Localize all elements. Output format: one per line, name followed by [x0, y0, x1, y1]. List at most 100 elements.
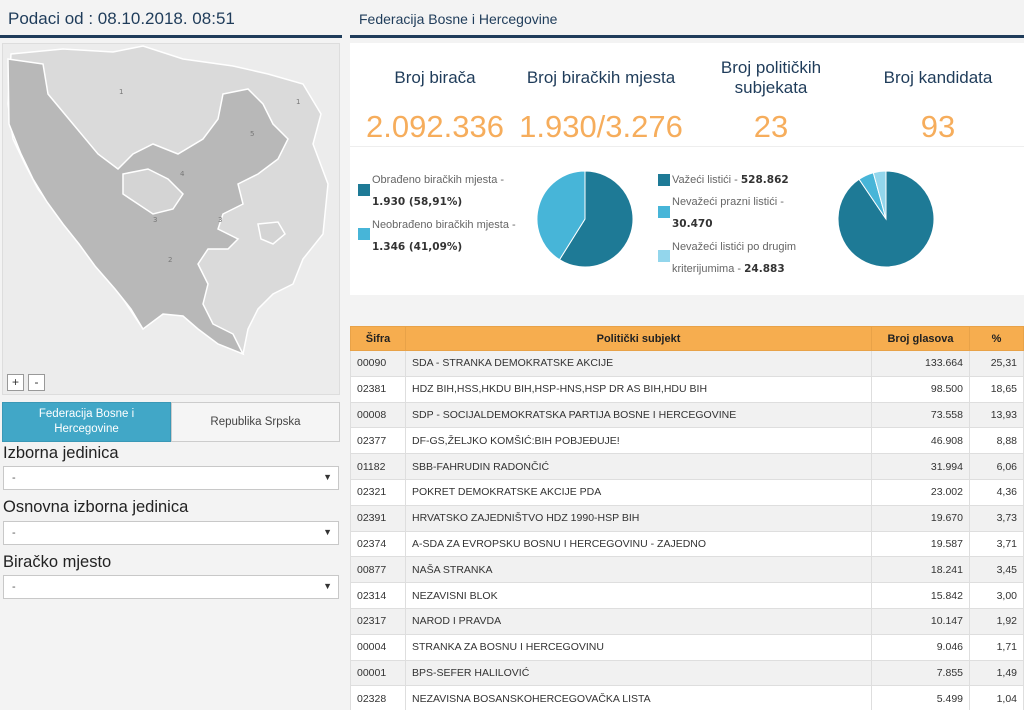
table-row[interactable]: 00001 BPS-SEFER HALILOVIĆ 7.855 1,49	[350, 659, 1024, 687]
tab-fbih[interactable]: Federacija Bosne i Hercegovine	[2, 402, 171, 442]
results-table: Šifra Politički subjekt Broj glasova % 0…	[350, 326, 1024, 710]
votes-cell: 46.908	[871, 427, 970, 455]
table-row[interactable]: 01182 SBB-FAHRUDIN RADONČIĆ 31.994 6,06	[350, 453, 1024, 480]
legend-value: 1.346 (41,09%)	[372, 241, 463, 253]
stat-value: 23	[753, 109, 789, 144]
table-row[interactable]: 02321 POKRET DEMOKRATSKE AKCIJE PDA 23.002…	[350, 478, 1024, 506]
table-header-row: Šifra Politički subjekt Broj glasova %	[350, 326, 1024, 351]
pie-slice[interactable]	[558, 170, 634, 268]
stat-candidates: Broj kandidata 93	[853, 53, 1023, 145]
stat-polling-stations: Broj biračkih mjesta 1.930/3.276	[516, 53, 686, 145]
table-row[interactable]: 02374 A-SDA ZA EVROPSKU BOSNU I HERCEGOVI…	[350, 530, 1024, 558]
votes-cell: 15.842	[871, 582, 970, 609]
table-body: 00090 SDA - STRANKA DEMOKRATSKE AKCIJE 133…	[350, 350, 1024, 710]
osnovna-izborna-jedinica-label: Osnovna izborna jedinica	[3, 498, 189, 516]
percent-cell: 18,65	[969, 375, 1024, 403]
party-code-cell: 00004	[350, 633, 406, 661]
party-name-cell: BPS-SEFER HALILOVIĆ	[405, 659, 872, 687]
column-header[interactable]: %	[969, 326, 1024, 351]
table-row[interactable]: 02377 DF-GS,ŽELJKO KOMŠIĆ:BIH POBJEĐUJE! 4…	[350, 427, 1024, 455]
izborna-jedinica-select[interactable]: - ▼	[3, 466, 339, 490]
table-row[interactable]: 00877 NAŠA STRANKA 18.241 3,45	[350, 556, 1024, 584]
map-label: 2	[168, 256, 172, 264]
table-row[interactable]: 00008 SDP - SOCIJALDEMOKRATSKA PARTIJA BO…	[350, 401, 1024, 429]
column-header[interactable]: Broj glasova	[871, 326, 970, 351]
party-code-cell: 00090	[350, 350, 406, 377]
party-code-cell: 00008	[350, 401, 406, 429]
biracko-mjesto-select[interactable]: - ▼	[3, 575, 339, 599]
pie-slice[interactable]	[872, 170, 887, 220]
divider	[350, 146, 1024, 147]
votes-cell: 19.670	[871, 504, 970, 532]
party-name-cell: DF-GS,ŽELJKO KOMŠIĆ:BIH POBJEĐUJE!	[405, 427, 872, 455]
legend-valid: Važeći listići - 528.862	[672, 169, 832, 191]
percent-cell: 8,88	[969, 427, 1024, 455]
map-label: 4	[180, 170, 185, 178]
percent-cell: 13,93	[969, 401, 1024, 429]
map-region-inner[interactable]	[122, 168, 184, 215]
party-name-cell: SBB-FAHRUDIN RADONČIĆ	[405, 453, 872, 480]
party-code-cell: 02328	[350, 685, 406, 710]
bih-map[interactable]: 1 1 2 3 3 4 5	[3, 44, 341, 396]
party-code-cell: 02314	[350, 582, 406, 609]
pie-slice[interactable]	[536, 170, 586, 261]
party-code-cell: 00001	[350, 659, 406, 687]
percent-cell: 3,45	[969, 556, 1024, 584]
table-row[interactable]: 02314 NEZAVISNI BLOK 15.842 3,00	[350, 582, 1024, 609]
left-panel: Podaci od : 08.10.2018. 08:51 1 1 2 3 3 …	[0, 0, 342, 710]
legend-label: Obrađeno biračkih mjesta -	[372, 174, 505, 186]
legend-value: 528.862	[740, 174, 789, 186]
map-label: 3	[218, 216, 222, 224]
party-code-cell: 02381	[350, 375, 406, 403]
percent-cell: 1,71	[969, 633, 1024, 661]
party-name-cell: POKRET DEMOKRATSKE AKCIJE PDA	[405, 478, 872, 506]
select-value: -	[12, 581, 16, 593]
tab-rs[interactable]: Republika Srpska	[171, 402, 340, 442]
party-name-cell: HDZ BIH,HSS,HKDU BIH,HSP-HNS,HSP DR AS B…	[405, 375, 872, 403]
legend-label: Važeći listići -	[672, 174, 741, 186]
stat-title: Broj birača	[394, 68, 476, 87]
legend-invalid-empty: Nevažeći prazni listići - 30.470	[672, 191, 832, 235]
right-panel: Federacija Bosne i Hercegovine Broj bira…	[350, 0, 1024, 710]
percent-cell: 3,71	[969, 530, 1024, 558]
map-panel[interactable]: 1 1 2 3 3 4 5 + -	[2, 43, 340, 395]
party-code-cell: 00877	[350, 556, 406, 584]
party-code-cell: 02377	[350, 427, 406, 455]
column-header[interactable]: Šifra	[350, 326, 406, 351]
select-value: -	[12, 472, 16, 484]
table-row[interactable]: 02391 HRVATSKO ZAJEDNIŠTVO HDZ 1990-HSP B…	[350, 504, 1024, 532]
party-name-cell: SDP - SOCIJALDEMOKRATSKA PARTIJA BOSNE I…	[405, 401, 872, 429]
stat-title: Broj kandidata	[883, 68, 993, 87]
stats-panel: Broj birača 2.092.336 Broj biračkih mjes…	[350, 43, 1024, 295]
party-code-cell: 02317	[350, 607, 406, 635]
map-label: 1	[296, 98, 300, 106]
zoom-in-button[interactable]: +	[7, 374, 24, 391]
table-row[interactable]: 02317 NAROD I PRAVDA 10.147 1,92	[350, 607, 1024, 635]
chevron-down-icon: ▼	[323, 472, 332, 482]
pie-slice[interactable]	[837, 170, 935, 268]
party-name-cell: NAROD I PRAVDA	[405, 607, 872, 635]
osnovna-izborna-jedinica-select[interactable]: - ▼	[3, 521, 339, 545]
ballots-pie-chart	[837, 170, 935, 268]
table-row[interactable]: 00090 SDA - STRANKA DEMOKRATSKE AKCIJE 133…	[350, 350, 1024, 377]
table-row[interactable]: 02328 NEZAVISNA BOSANSKOHERCEGOVAČKA LIST…	[350, 685, 1024, 710]
party-name-cell: NEZAVISNA BOSANSKOHERCEGOVAČKA LISTA	[405, 685, 872, 710]
percent-cell: 3,00	[969, 582, 1024, 609]
column-header[interactable]: Politički subjekt	[405, 326, 872, 351]
party-code-cell: 02391	[350, 504, 406, 532]
processed-pie-chart	[536, 170, 634, 268]
zoom-out-button[interactable]: -	[28, 374, 45, 391]
votes-cell: 10.147	[871, 607, 970, 635]
legend-label: Nevažeći listići po drugim kriterijumima…	[672, 241, 797, 275]
stat-title: Broj političkih subjekata	[720, 58, 822, 97]
table-row[interactable]: 02381 HDZ BIH,HSS,HKDU BIH,HSP-HNS,HSP DR…	[350, 375, 1024, 403]
table-row[interactable]: 00004 STRANKA ZA BOSNU I HERCEGOVINU 9.046…	[350, 633, 1024, 661]
votes-cell: 73.558	[871, 401, 970, 429]
izborna-jedinica-label: Izborna jedinica	[3, 444, 119, 462]
map-label: 1	[119, 88, 123, 96]
legend-value: 30.470	[672, 218, 713, 230]
legend-label: Nevažeći prazni listići -	[672, 196, 784, 208]
entity-tabs: Federacija Bosne i Hercegovine Republika…	[2, 402, 340, 442]
stat-value: 93	[920, 109, 956, 144]
party-name-cell: NEZAVISNI BLOK	[405, 582, 872, 609]
